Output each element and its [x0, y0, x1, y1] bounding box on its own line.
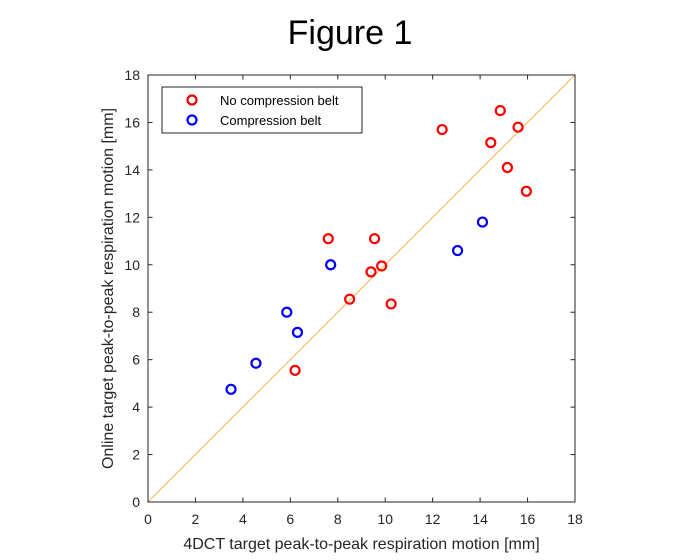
data-points — [225, 104, 532, 395]
y-axis-label: Online target peak-to-peak respiration m… — [100, 108, 117, 469]
x-tick-label: 2 — [192, 511, 200, 527]
data-point-compression-belt — [451, 244, 464, 257]
data-point-no-compression-belt — [520, 185, 532, 197]
legend-marker-no-compression-belt — [186, 94, 198, 106]
data-point-no-compression-belt — [376, 260, 388, 272]
x-tick-label: 4 — [239, 511, 247, 527]
data-point-compression-belt — [225, 383, 237, 395]
data-point-compression-belt — [291, 326, 304, 338]
data-point-no-compression-belt — [501, 161, 513, 174]
legend: No compression belt Compression belt — [161, 86, 363, 134]
identity-line — [147, 74, 576, 503]
y-tick-label: 12 — [124, 209, 140, 225]
y-tick-label: 2 — [132, 447, 140, 463]
data-point-no-compression-belt — [385, 298, 397, 310]
legend-marker-compression-belt — [186, 114, 198, 126]
y-tick-label: 4 — [132, 399, 140, 415]
legend-label-no-compression-belt: No compression belt — [220, 93, 339, 108]
x-tick-label: 12 — [425, 511, 441, 527]
data-point-no-compression-belt — [289, 364, 301, 376]
x-axis-label: 4DCT target peak-to-peak respiration mot… — [183, 536, 539, 553]
legend-label-compression-belt: Compression belt — [220, 113, 322, 128]
data-point-no-compression-belt — [365, 266, 377, 278]
x-tick-label: 0 — [144, 511, 152, 527]
y-tick-label: 14 — [124, 162, 140, 178]
legend-box — [161, 86, 363, 134]
y-tick-label: 10 — [124, 257, 140, 273]
figure-title: Figure 1 — [287, 14, 413, 52]
data-point-no-compression-belt — [436, 123, 448, 136]
axes-box — [147, 74, 576, 503]
data-point-no-compression-belt — [494, 104, 506, 117]
data-point-no-compression-belt — [344, 293, 356, 305]
data-point-no-compression-belt — [368, 233, 381, 245]
identity-line-group — [147, 74, 576, 503]
axes: 0 2 4 6 8 10 12 14 16 18 0 2 4 6 8 10 12 14 16 18 — [124, 67, 583, 527]
y-tick-label: 0 — [132, 494, 140, 510]
data-point-compression-belt — [476, 216, 489, 228]
x-tick-label: 10 — [377, 511, 393, 527]
x-tick-label: 16 — [520, 511, 536, 527]
x-tick-label: 18 — [567, 511, 583, 527]
x-tick-label: 14 — [472, 511, 488, 527]
y-tick-label: 6 — [132, 352, 140, 368]
data-point-compression-belt — [325, 259, 337, 271]
y-tick-label: 8 — [132, 304, 140, 320]
y-tick-label: 16 — [124, 114, 140, 130]
data-point-no-compression-belt — [485, 137, 497, 149]
data-point-no-compression-belt — [322, 233, 334, 245]
data-point-compression-belt — [250, 357, 262, 369]
x-tick-label: 8 — [334, 511, 342, 527]
x-tick-label: 6 — [286, 511, 294, 527]
data-point-no-compression-belt — [512, 121, 524, 133]
y-tick-label: 18 — [124, 67, 140, 83]
data-point-compression-belt — [281, 306, 293, 318]
